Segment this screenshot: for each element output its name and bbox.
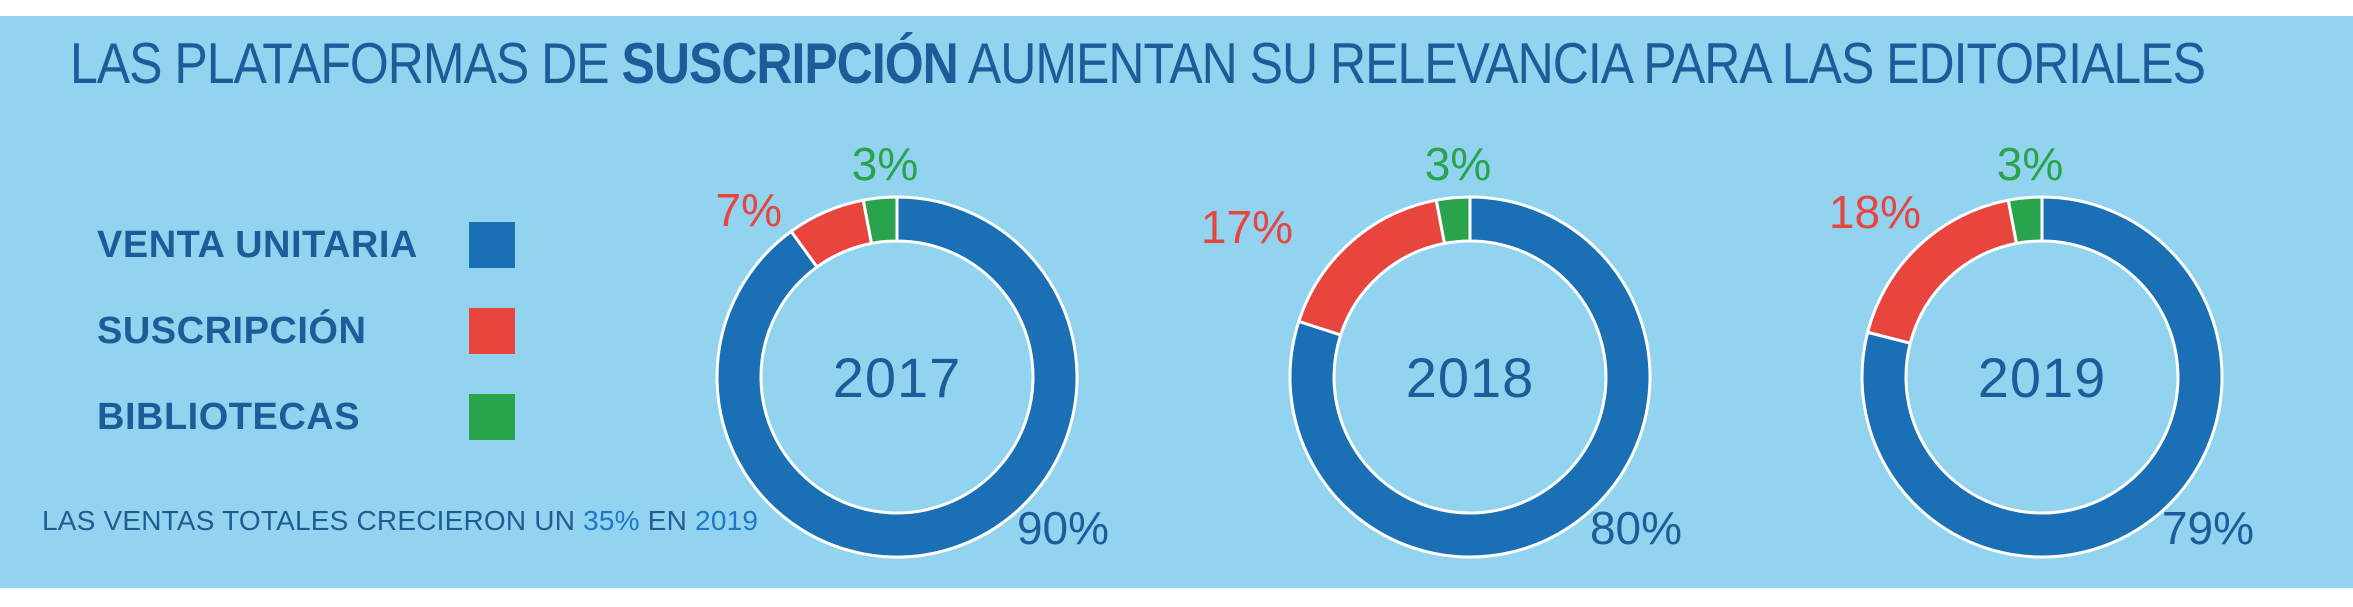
pct-label-bibliotecas-2017: 3% (851, 138, 919, 190)
note-pre: LAS VENTAS TOTALES CRECIERON UN (42, 505, 584, 536)
legend-label: BIBLIOTECAS (97, 395, 361, 438)
year-label-2018: 2018 (1405, 345, 1535, 409)
legend-swatch-blue (469, 222, 515, 268)
donut-segment-venta-unitaria (1860, 195, 2224, 559)
donut-rings-2018 (1288, 195, 1652, 559)
page-title: LAS PLATAFORMAS DE SUSCRIPCIÓN AUMENTAN … (70, 30, 2330, 97)
donut-chart-2019: 2019 18% 3% 79% (1812, 138, 2272, 607)
legend-label: SUSCRIPCIÓN (97, 309, 367, 352)
pct-label-venta-unitaria-2017: 90% (1016, 502, 1110, 554)
pct-label-venta-unitaria-2019: 79% (2161, 502, 2255, 554)
title-pre: LAS PLATAFORMAS DE (70, 31, 622, 96)
pct-label-bibliotecas-2018: 3% (1424, 138, 1492, 190)
note-highlight-35: 35% (583, 505, 640, 536)
donut-segment-bibliotecas (861, 195, 899, 245)
note-highlight-2019: 2019 (695, 505, 759, 536)
legend: VENTA UNITARIA SUSCRIPCIÓN BIBLIOTECAS (97, 222, 515, 480)
donut-segment-bibliotecas (2006, 195, 2044, 245)
title-bold-suscripcion: SUSCRIPCIÓN (621, 31, 959, 96)
legend-item-venta-unitaria: VENTA UNITARIA (97, 222, 515, 268)
donut-rings-2017 (715, 195, 1079, 559)
donut-segment-bibliotecas (1434, 195, 1472, 245)
donut-rings-2019 (1860, 195, 2224, 559)
legend-label: VENTA UNITARIA (97, 223, 418, 266)
title-post: AUMENTAN SU RELEVANCIA PARA LAS EDITORIA… (957, 31, 2206, 96)
pct-label-suscripcion-2019: 18% (1828, 186, 1921, 238)
pct-label-suscripcion-2018: 17% (1200, 201, 1293, 253)
pct-label-venta-unitaria-2018: 80% (1589, 502, 1683, 554)
legend-item-suscripcion: SUSCRIPCIÓN (97, 308, 515, 354)
legend-swatch-red (469, 308, 515, 354)
donut-segment-venta-unitaria (1288, 195, 1652, 559)
legend-item-bibliotecas: BIBLIOTECAS (97, 394, 515, 440)
legend-swatch-green (469, 394, 515, 440)
donut-segment-venta-unitaria (715, 195, 1079, 559)
note-mid: EN (639, 505, 696, 536)
year-label-2017: 2017 (832, 345, 962, 409)
infographic-root: { "title": { "pre": "LAS PLATAFORMAS DE … (0, 16, 2353, 588)
donut-chart-2017: 2017 7% 3% 90% (667, 138, 1127, 607)
donut-chart-2018: 2018 17% 3% 80% (1201, 138, 1700, 607)
footnote-total-sales: LAS VENTAS TOTALES CRECIERON UN 35% EN 2… (42, 505, 758, 537)
pct-label-bibliotecas-2019: 3% (1996, 138, 2064, 190)
pct-label-suscripcion-2017: 7% (715, 184, 782, 236)
year-label-2019: 2019 (1977, 345, 2107, 409)
